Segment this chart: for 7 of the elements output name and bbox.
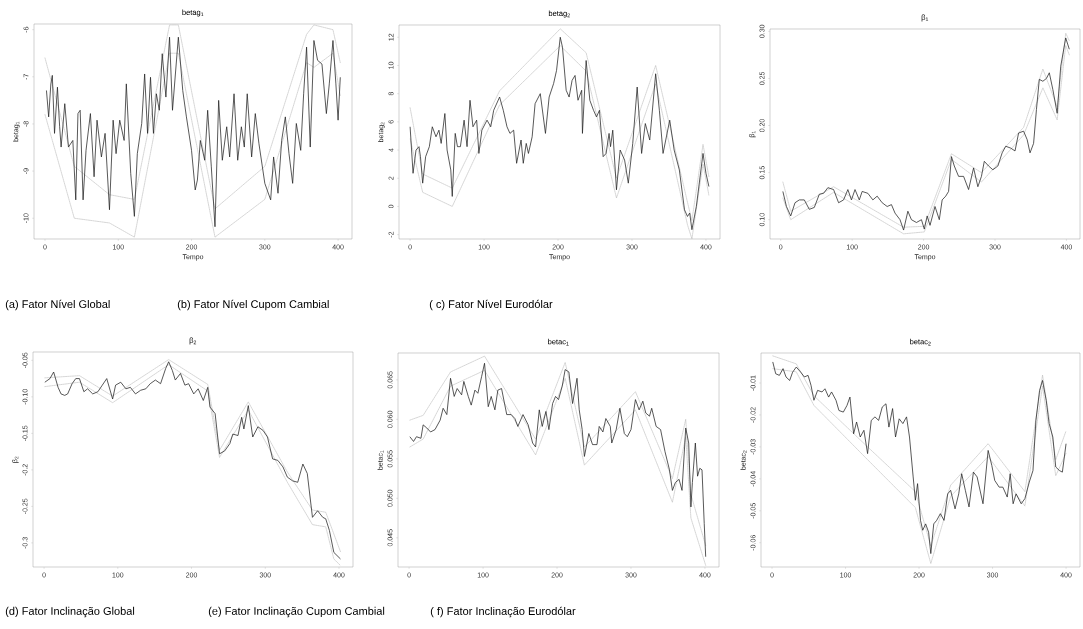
line-series — [44, 24, 341, 210]
text: ( f) Fator Inclinação Eurodólar — [430, 606, 576, 618]
text: (a) Fator Nível Global — [5, 299, 110, 311]
text: ( c) Fator Nível Eurodólar — [429, 299, 553, 311]
text: (b) Fator Nível Cupom Cambial — [177, 299, 329, 311]
text: (e) Fator Inclinação Cupom Cambial — [208, 606, 385, 618]
text: (d) Fator Inclinação Global — [5, 606, 135, 618]
